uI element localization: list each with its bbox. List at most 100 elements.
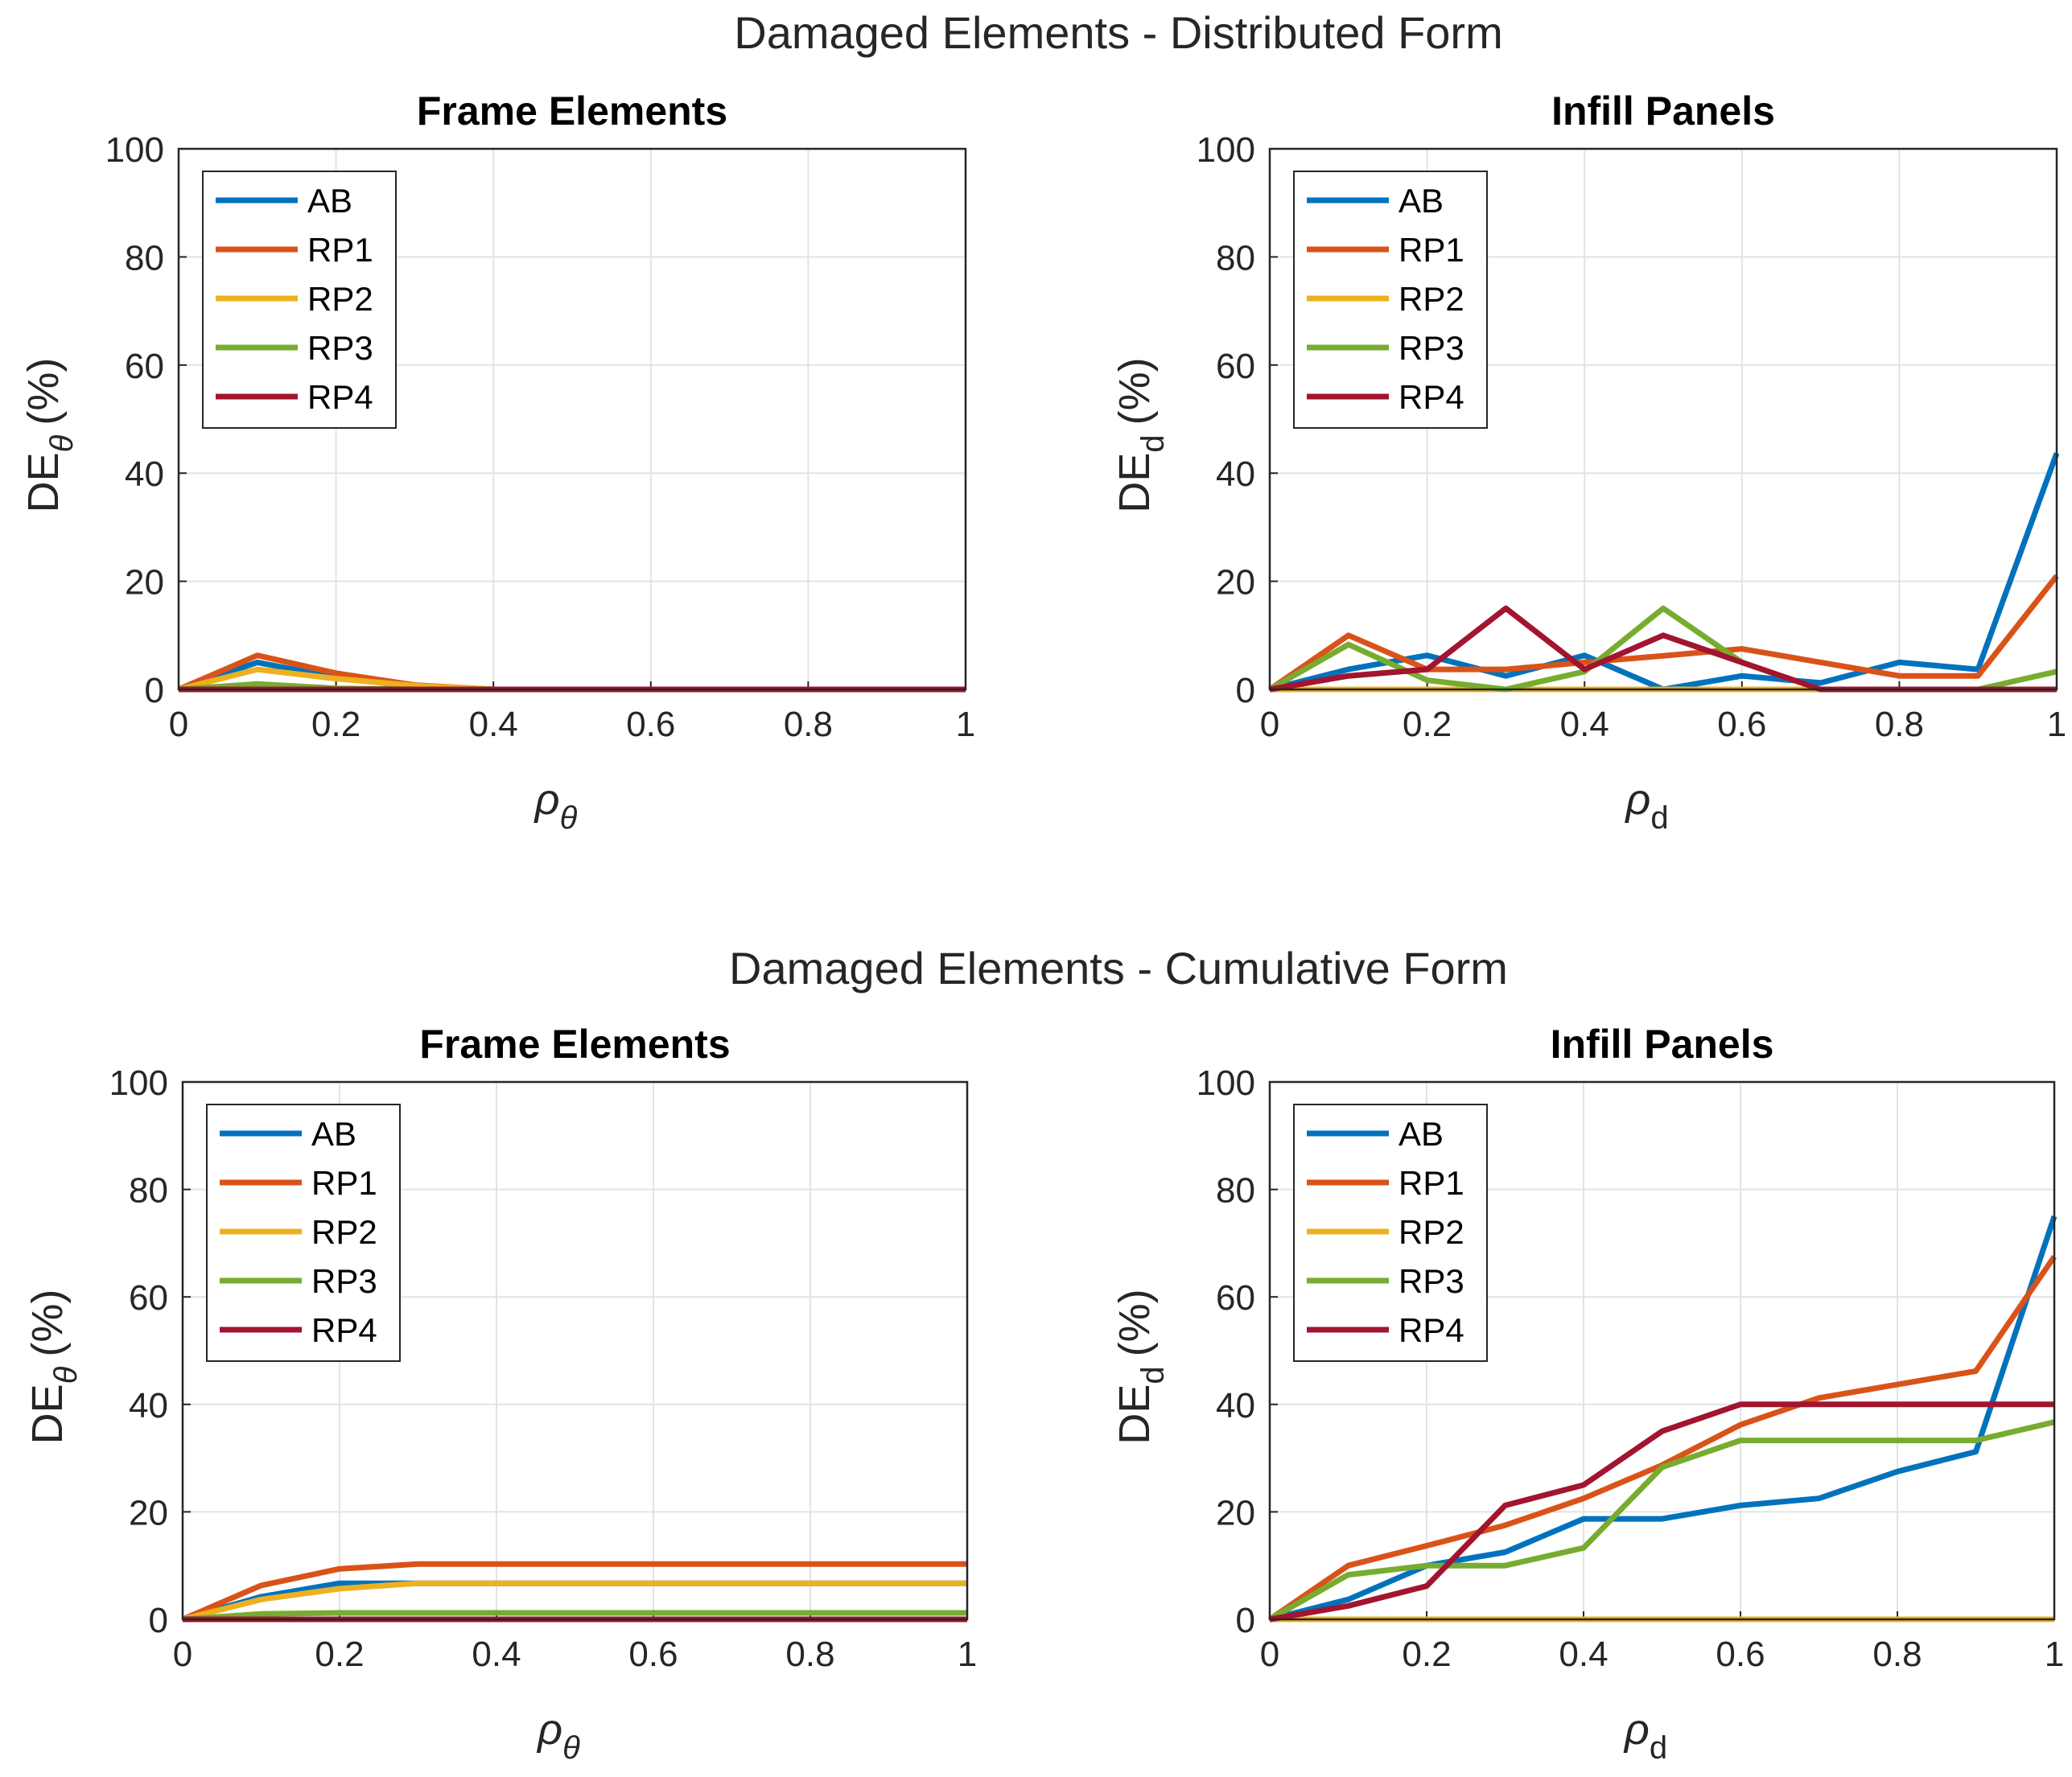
x-tick-label: 0 [1260,1635,1279,1674]
x-tick-label: 0.8 [784,705,833,744]
y-tick-label: 0 [1236,1601,1255,1640]
legend-label-rp3: RP3 [307,329,373,367]
y-axis-label: DEd(%) [1110,357,1171,512]
chart-title: Infill Panels [1551,1022,1774,1067]
y-tick-label: 100 [1197,130,1255,170]
chart-title: Frame Elements [419,1022,730,1067]
y-tick-label: 100 [105,130,164,170]
legend-label-rp3: RP3 [1398,329,1464,367]
x-tick-label: 1 [2047,705,2066,744]
legend-label-ab: AB [1398,182,1444,220]
x-tick-label: 0.4 [469,705,518,744]
y-tick-label: 40 [125,455,164,494]
x-axis-label: ρd [1623,1705,1667,1766]
y-tick-label: 20 [129,1493,168,1532]
chart-panel: 0 0.2 0.4 0.6 0.8 1 0 20 40 60 80 100 Infill Panels ρ… [1110,88,2066,836]
legend-label-ab: AB [307,182,352,220]
x-tick-label: 0.6 [626,705,675,744]
legend-label-rp2: RP2 [311,1213,377,1251]
x-tick-label: 0.4 [472,1635,521,1674]
axes-box [1268,147,2058,691]
x-tick-label: 1 [956,705,975,744]
series-line-rp3 [1268,1419,2055,1623]
chart-panel: 0 0.2 0.4 0.6 0.8 1 0 20 40 60 80 100 Frame Elements… [23,1022,977,1766]
x-tick-label: 0.6 [628,1635,678,1674]
x-tick-label: 0.4 [1559,1635,1608,1674]
legend-label-ab: AB [1398,1115,1444,1153]
x-tick-label: 0.8 [785,1635,834,1674]
y-axis-label: DEθ(%) [19,358,80,513]
legend: AB RP1 RP2 RP3 RP4 [1293,1104,1488,1362]
y-tick-label: 60 [1216,347,1255,386]
x-tick-label: 0.6 [1717,705,1766,744]
chart-title: Frame Elements [417,88,727,134]
chart-panel: 0 0.2 0.4 0.6 0.8 1 0 20 40 60 80 100 Infill Panels ρ… [1110,1022,2064,1766]
legend-label-rp4: RP4 [307,378,373,416]
legend-label-rp1: RP1 [307,231,373,269]
y-tick-label: 20 [125,563,164,603]
axes-box [177,147,967,691]
legend-label-rp4: RP4 [1398,1311,1464,1349]
x-tick-label: 0.2 [315,1635,364,1674]
y-tick-label: 60 [1216,1278,1255,1318]
x-tick-label: 1 [958,1635,977,1674]
y-tick-label: 0 [1236,671,1255,710]
legend-label-rp3: RP3 [1398,1262,1464,1300]
x-tick-label: 0.2 [1402,1635,1451,1674]
series-line-rp4 [1269,1401,2054,1623]
series-line-rp1 [1268,574,2059,692]
x-tick-label: 0 [1260,705,1279,744]
legend-label-rp2: RP2 [307,280,373,318]
x-tick-label: 0.6 [1716,1635,1765,1674]
y-tick-label: 0 [149,1601,168,1640]
legend-label-rp1: RP1 [1398,1164,1464,1202]
section-title-distributed: Damaged Elements - Distributed Form [734,7,1502,58]
x-tick-label: 0.2 [1403,705,1452,744]
y-tick-label: 20 [1216,563,1255,603]
y-tick-label: 80 [125,238,164,278]
y-tick-label: 80 [1216,238,1255,278]
series-line-rp3 [182,1610,967,1623]
x-tick-label: 0 [173,1635,192,1674]
section-title-cumulative: Damaged Elements - Cumulative Form [729,943,1508,993]
legend-label-rp2: RP2 [1398,280,1464,318]
x-axis-label: ρθ [533,775,578,836]
legend-label-rp4: RP4 [1398,378,1464,416]
x-tick-label: 1 [2045,1635,2064,1674]
legend-label-rp1: RP1 [311,1164,377,1202]
y-tick-label: 60 [129,1278,168,1318]
legend: AB RP1 RP2 RP3 RP4 [202,171,397,429]
legend-label-ab: AB [311,1115,356,1153]
y-axis-label: DEθ(%) [23,1290,84,1445]
y-tick-label: 60 [125,347,164,386]
x-tick-label: 0.4 [1560,705,1609,744]
y-tick-label: 40 [129,1386,168,1425]
axes-box [1268,1080,2056,1621]
legend: AB RP1 RP2 RP3 RP4 [1293,171,1488,429]
axes-box [181,1080,969,1621]
series-line-rp1 [181,1561,967,1623]
y-axis-label: DEd(%) [1110,1289,1171,1444]
y-tick-label: 20 [1216,1493,1255,1532]
x-axis-label: ρd [1624,775,1668,836]
y-tick-label: 100 [1197,1063,1255,1103]
y-tick-label: 40 [1216,455,1255,494]
legend-label-rp2: RP2 [1398,1213,1464,1251]
chart-panel: 0 0.2 0.4 0.6 0.8 1 0 20 40 60 80 100 Frame Elements… [19,88,975,836]
legend: AB RP1 RP2 RP3 RP4 [206,1104,401,1362]
x-tick-label: 0.8 [1875,705,1924,744]
y-tick-label: 100 [109,1063,168,1103]
series-line-rp2 [182,1580,967,1623]
y-tick-label: 40 [1216,1386,1255,1425]
x-tick-label: 0.2 [311,705,360,744]
x-tick-label: 0 [169,705,188,744]
legend-label-rp4: RP4 [311,1311,377,1349]
y-tick-label: 80 [1216,1171,1255,1211]
series-line-ab [1269,1215,2058,1623]
y-tick-label: 0 [145,671,164,710]
x-tick-label: 0.8 [1872,1635,1922,1674]
y-tick-label: 80 [129,1171,168,1211]
legend-label-rp3: RP3 [311,1262,377,1300]
